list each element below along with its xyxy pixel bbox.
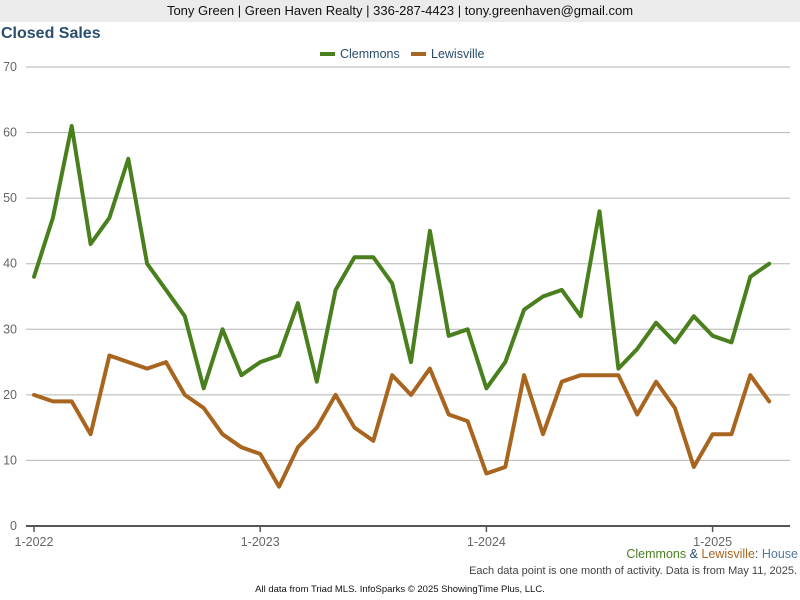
axes: 0 10 20 30 40 50 60 70 1-2022 1-2023 1-2024 1-2025 (3, 60, 790, 549)
series-line-lewisville (32, 353, 772, 489)
subtitle-separator: : (754, 547, 762, 561)
legend: Clemmons Lewisville (320, 47, 485, 61)
y-tick-label: 0 (10, 519, 17, 533)
y-tick-label: 70 (3, 60, 17, 74)
series-line-clemmons (32, 124, 772, 391)
legend-label-lewisville: Lewisville (431, 47, 485, 61)
subtitle-area-clemmons: Clemmons (626, 547, 687, 561)
x-tick-label: 1-2023 (241, 535, 280, 549)
subtitle-area-lewisville: Lewisville (701, 547, 755, 561)
x-tick-label: 1-2024 (467, 535, 506, 549)
y-tick-label: 10 (3, 453, 17, 467)
y-tick-label: 50 (3, 191, 17, 205)
subtitle-property-type: House (761, 547, 798, 561)
series-lines (32, 124, 772, 489)
contact-text: Tony Green | Green Haven Realty | 336-28… (166, 3, 634, 18)
chart-title: Closed Sales (1, 25, 101, 42)
chart-subtitle: Clemmons & Lewisville: House (626, 547, 798, 561)
data-note: Each data point is one month of activity… (469, 565, 797, 577)
grid-lines (26, 66, 790, 461)
contact-header: Tony Green | Green Haven Realty | 336-28… (0, 0, 800, 22)
y-tick-label: 40 (3, 257, 17, 271)
y-tick-label: 30 (3, 322, 17, 336)
y-tick-label: 20 (3, 388, 17, 402)
y-tick-label: 60 (3, 126, 17, 140)
x-tick-label: 1-2022 (15, 535, 54, 549)
footer-credit: All data from Triad MLS. InfoSparks © 20… (255, 584, 545, 595)
x-tick-label: 1-2025 (693, 535, 732, 549)
legend-label-clemmons: Clemmons (340, 47, 400, 61)
subtitle-ampersand: & (686, 547, 702, 561)
